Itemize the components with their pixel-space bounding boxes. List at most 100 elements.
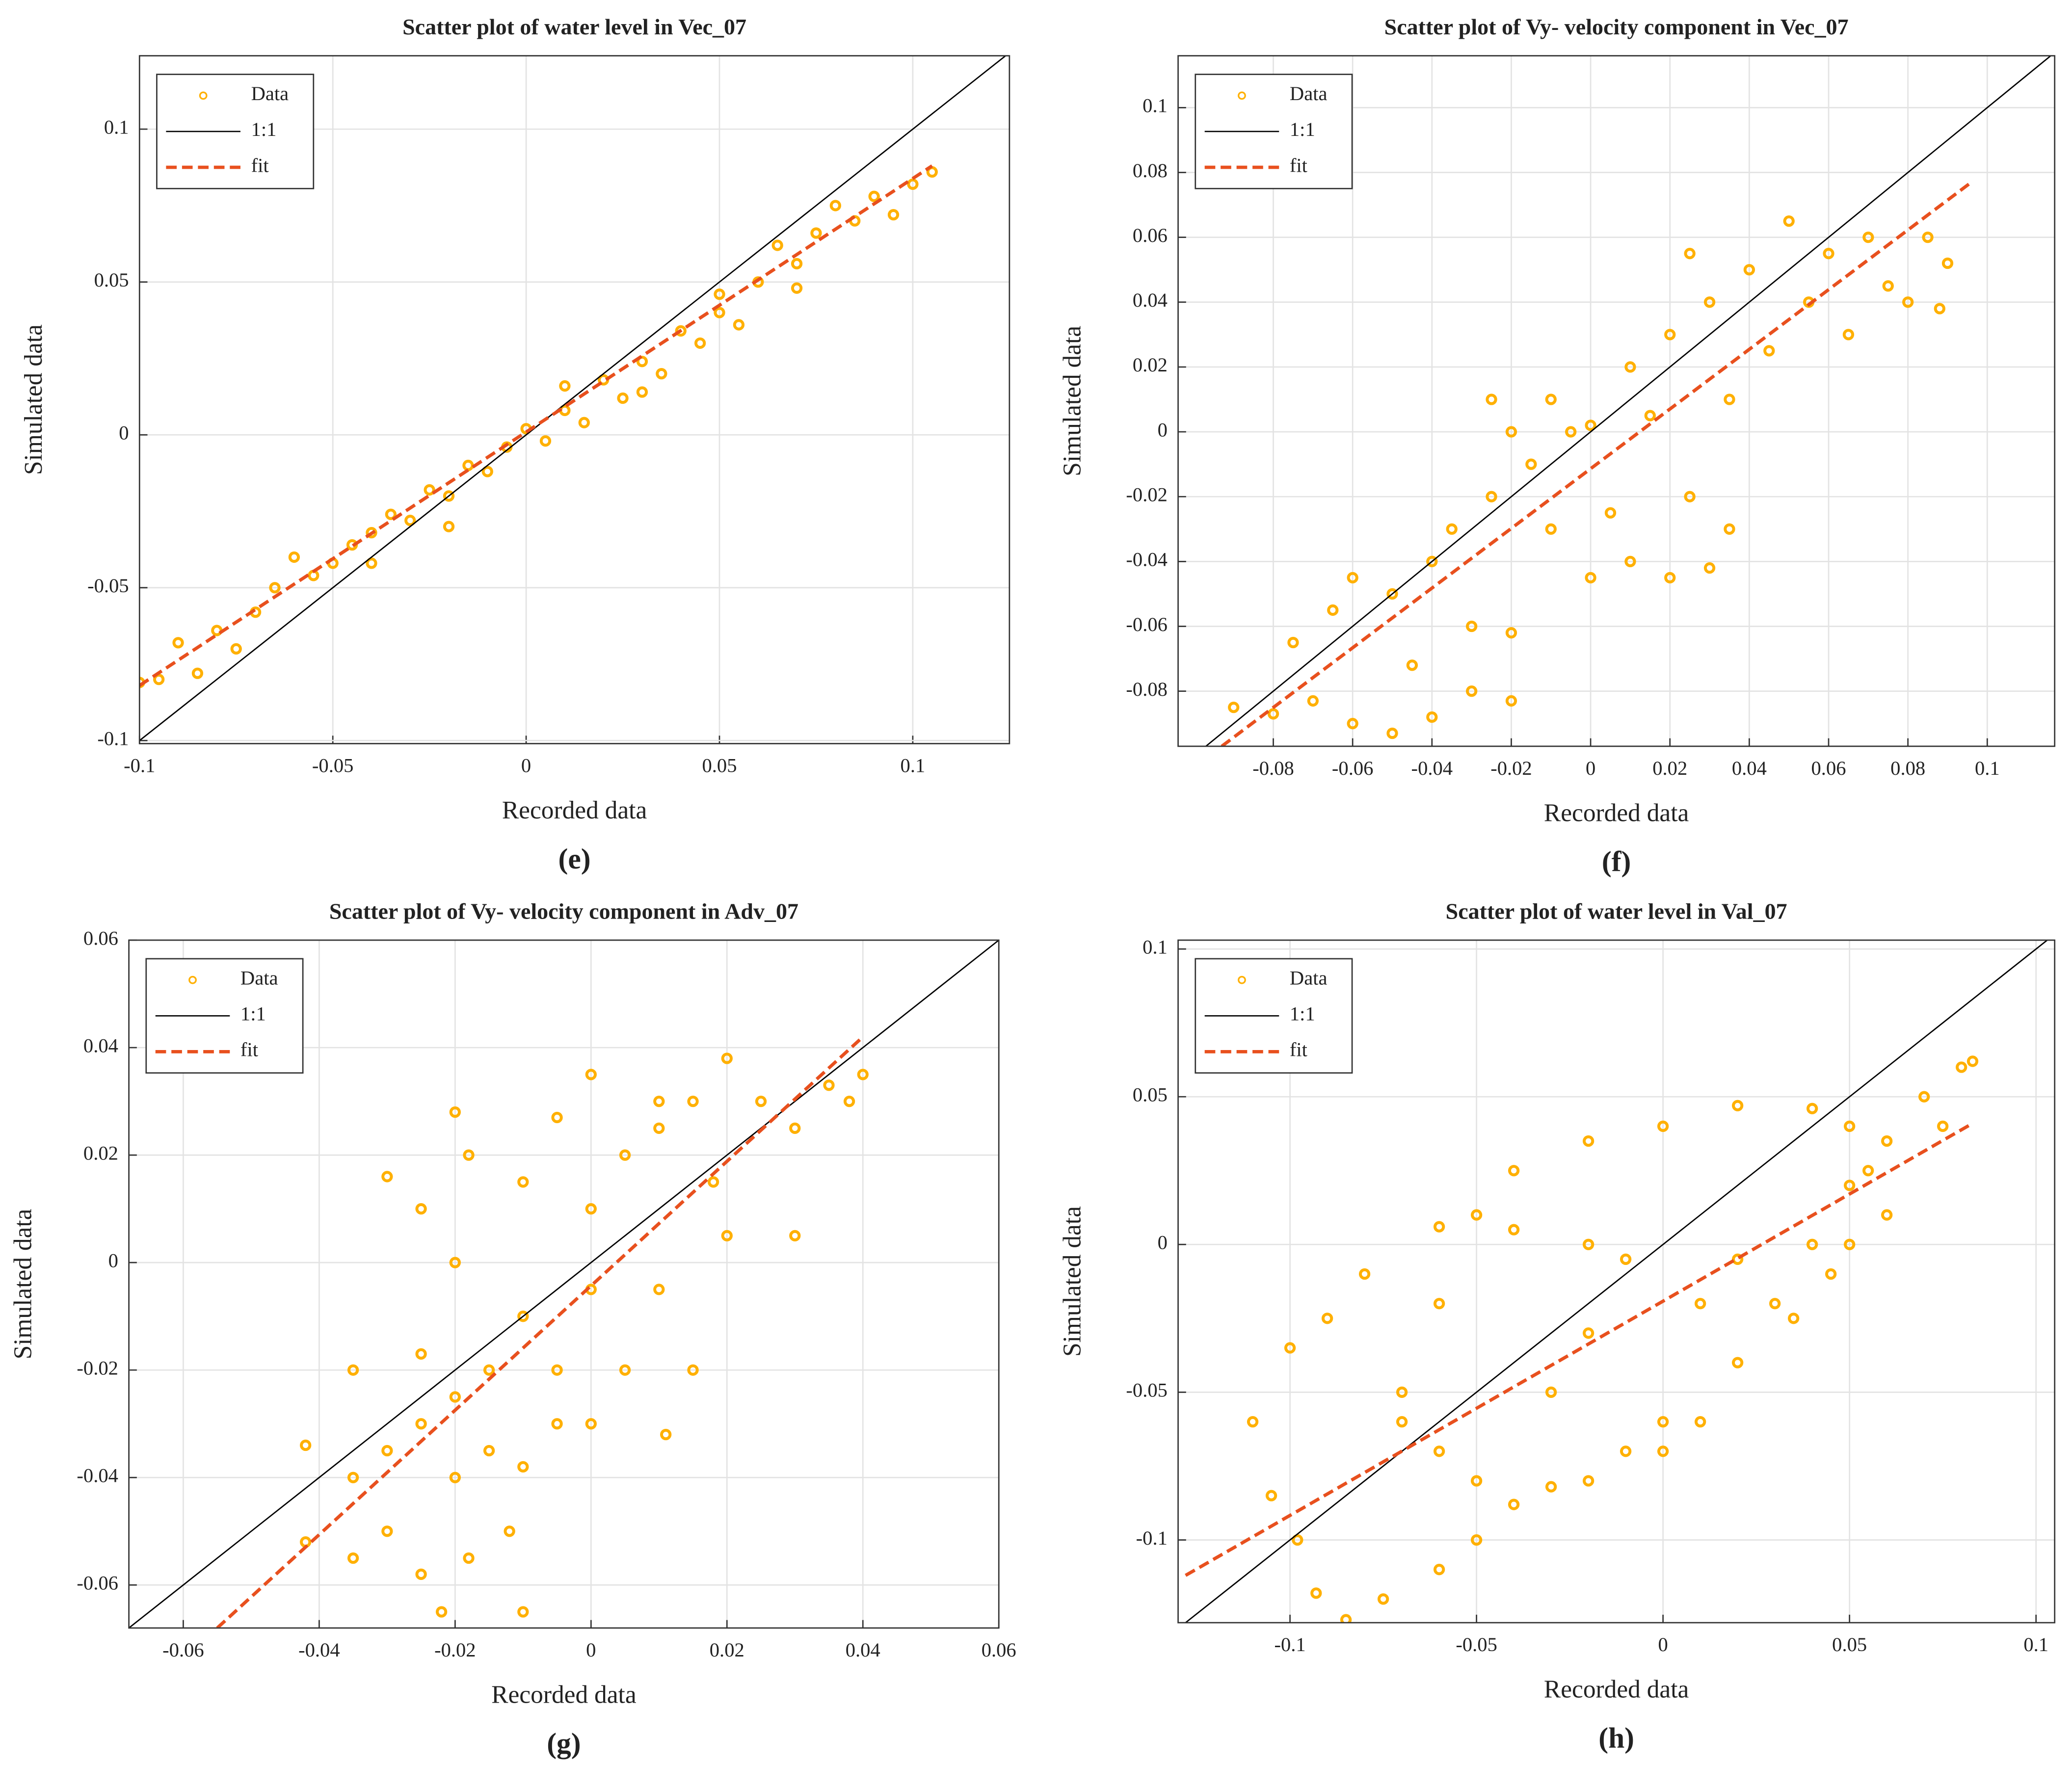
x-tick-label: 0.04 (846, 1639, 880, 1661)
legend-marker (1238, 91, 1246, 100)
data-point (1583, 1238, 1594, 1250)
data-point (449, 1106, 461, 1118)
x-tick-label: 0.06 (1811, 757, 1846, 779)
data-point (1508, 1499, 1520, 1510)
data-point (1545, 394, 1557, 405)
data-point (1486, 491, 1497, 502)
data-point (1396, 1386, 1408, 1398)
y-tick-label: -0.02 (77, 1357, 118, 1379)
y-tick-label: -0.1 (97, 728, 129, 750)
data-point (449, 1257, 461, 1268)
x-tick-label: 0.1 (2023, 1633, 2048, 1656)
data-point (1644, 410, 1656, 421)
data-point (1624, 555, 1636, 567)
data-point (381, 1445, 393, 1457)
data-point (1307, 695, 1319, 707)
data-point (1247, 1416, 1259, 1428)
data-point (381, 1171, 393, 1183)
y-tick-label: 0.08 (1133, 159, 1168, 182)
data-point (1386, 727, 1398, 739)
data-point (675, 325, 687, 337)
x-tick-label: -0.08 (1252, 757, 1294, 779)
data-point (517, 1606, 529, 1618)
legend-label: Data (251, 82, 289, 105)
y-tick-label: 0.1 (1142, 95, 1168, 117)
data-point (1695, 1416, 1706, 1428)
x-tick-label: -0.04 (1411, 757, 1453, 779)
x-tick-label: 0.1 (901, 755, 926, 777)
data-point (517, 1176, 529, 1188)
fit-line (1185, 1122, 1974, 1577)
y-tick-label: 0.02 (83, 1142, 118, 1164)
data-point (907, 178, 919, 190)
data-point (443, 521, 455, 532)
data-point (1664, 329, 1676, 341)
data-point (789, 1122, 801, 1134)
data-point (857, 1069, 869, 1080)
data-point (868, 190, 880, 202)
y-tick-label: 0.04 (1133, 289, 1168, 311)
y-tick-label: -0.04 (77, 1465, 118, 1487)
axes-frame (1177, 55, 2056, 747)
data-point (1703, 562, 1716, 574)
data-point (1545, 1481, 1557, 1493)
data-point (1844, 1238, 1856, 1250)
data-point (539, 435, 552, 447)
legend-label: 1:1 (1290, 1003, 1315, 1025)
data-point (1703, 296, 1716, 308)
data-point (1769, 1298, 1781, 1310)
data-point (463, 1552, 475, 1564)
data-point (463, 1149, 475, 1161)
data-point (1486, 394, 1497, 405)
data-point (347, 1552, 359, 1564)
legend-marker (199, 91, 208, 100)
data-layer (129, 940, 999, 1628)
data-point (1426, 711, 1438, 723)
data-point (385, 508, 397, 520)
data-point (347, 1364, 359, 1376)
data-point (887, 209, 900, 221)
data-point (443, 490, 455, 502)
data-point (1844, 1180, 1856, 1191)
fit-line (1221, 181, 1973, 746)
data-point (366, 526, 377, 539)
data-point (1684, 248, 1696, 260)
legend-label: Data (240, 967, 278, 989)
legend-label: 1:1 (240, 1003, 266, 1025)
data-point (1406, 659, 1418, 671)
x-tick-label: 0 (521, 755, 531, 777)
x-tick-label: -0.05 (312, 755, 354, 777)
data-point (619, 1364, 631, 1376)
data-point (1743, 264, 1755, 276)
data-point (1470, 1534, 1483, 1546)
axes-frame (1177, 939, 2056, 1624)
x-tick-label: -0.05 (1456, 1633, 1497, 1656)
data-point (1508, 1165, 1520, 1177)
y-axis-label: Simulated data (9, 1209, 37, 1359)
data-point (1508, 1224, 1520, 1236)
data-point (1657, 1416, 1669, 1428)
data-point (551, 1364, 563, 1376)
data-point (269, 582, 281, 594)
data-point (694, 337, 706, 349)
panel: Scatter plot of water level in Vec_07 Rec… (20, 14, 1010, 875)
data-point (1228, 702, 1240, 713)
x-tick-label: -0.02 (434, 1639, 476, 1661)
data-point (1966, 1055, 1979, 1067)
x-tick-label: -0.1 (124, 755, 155, 777)
x-tick-label: 0 (586, 1639, 596, 1661)
caption: (f) (1602, 845, 1631, 877)
data-point (1732, 1100, 1744, 1111)
data-point (1788, 1313, 1800, 1324)
data-point (810, 227, 822, 239)
data-point (653, 1122, 665, 1134)
data-point (585, 1069, 597, 1080)
legend-marker (188, 975, 197, 984)
data-point (707, 1176, 719, 1188)
data-point (789, 1230, 801, 1242)
data-point (1583, 1327, 1594, 1339)
data-point (1585, 420, 1596, 431)
data-point (1783, 215, 1795, 227)
data-point (1620, 1446, 1632, 1457)
legend-label: 1:1 (1290, 118, 1315, 140)
